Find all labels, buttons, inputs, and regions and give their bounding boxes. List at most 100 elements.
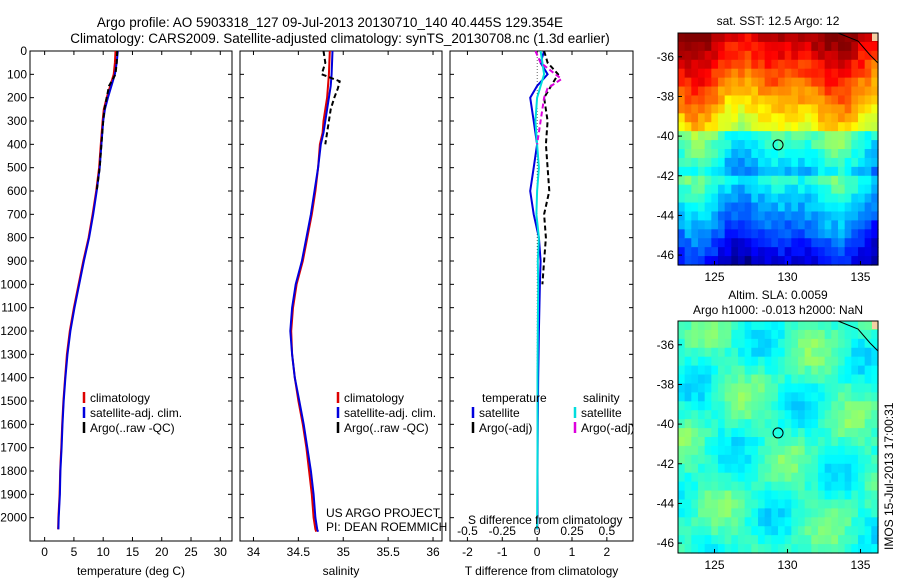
sla-map-subtitle: Argo h1000: -0.013 h2000: NaN xyxy=(693,303,863,317)
sla_map-cell xyxy=(831,463,839,474)
sla_map-cell xyxy=(824,463,832,474)
sla_map-cell xyxy=(871,383,879,393)
sst_map-cell xyxy=(758,77,766,88)
sst_map-cell xyxy=(698,220,706,230)
sla_map-cell xyxy=(751,347,759,358)
sst_map-cell xyxy=(838,238,846,248)
sst_map-cell xyxy=(838,211,846,221)
sla_map-cell xyxy=(811,347,819,358)
sst_map-cell xyxy=(871,202,879,213)
sst_map-cell xyxy=(744,122,752,132)
diff-xtick-label: 1 xyxy=(569,545,576,559)
sla_map-cell xyxy=(711,410,719,420)
sla_map-cell xyxy=(704,329,712,340)
sla_map-cell xyxy=(758,490,766,501)
sla_map-cell xyxy=(684,463,692,474)
sst_map-cell xyxy=(771,247,779,257)
sst_map-cell xyxy=(791,59,799,70)
sst_map-cell xyxy=(731,140,739,150)
sla_map-cell xyxy=(838,526,846,536)
sal-xlabel: salinity xyxy=(323,564,360,578)
sla_map-cell xyxy=(824,490,832,501)
sst_map-cell xyxy=(804,113,812,123)
sst_map-cell xyxy=(858,229,866,239)
sst_map-cell xyxy=(791,166,799,177)
sst_map-cell xyxy=(864,68,872,79)
sst_map-cell xyxy=(791,211,799,221)
sst_map-cell xyxy=(758,59,766,70)
sla_map-cell xyxy=(831,338,839,349)
sst_map-cell xyxy=(751,104,759,114)
sla_map-cell xyxy=(818,445,826,456)
sla_map-cell xyxy=(824,517,832,527)
sst_map-cell xyxy=(784,41,792,52)
sla_map-cell xyxy=(704,419,712,429)
sst_map-cell xyxy=(811,166,819,177)
sst_map-cell xyxy=(798,77,806,88)
sla_map-cell xyxy=(824,347,832,358)
sla_map-cell xyxy=(784,526,792,536)
sst_map-cell xyxy=(698,33,706,43)
sst_map-cell xyxy=(764,149,772,159)
sla_map-cell xyxy=(678,365,686,376)
sla_map-cell xyxy=(864,383,872,393)
sst_map-cell xyxy=(771,238,779,248)
sst_map-cell xyxy=(731,247,739,257)
sla_map-cell xyxy=(718,535,726,545)
sla_map-cell xyxy=(758,365,766,376)
sst_map-cell xyxy=(698,157,706,168)
sla_map-cell xyxy=(798,490,806,501)
sla_map-cell xyxy=(711,356,719,367)
sst_map-cell xyxy=(764,175,772,186)
sst_map-cell xyxy=(791,149,799,159)
sla_map-cell xyxy=(731,329,739,340)
sla_map-cell xyxy=(724,383,732,393)
sla_map-cell xyxy=(678,437,686,447)
sst_map-cell xyxy=(751,131,759,141)
sla_map-cell xyxy=(798,410,806,420)
temp-xtick-label: 20 xyxy=(155,545,169,559)
sst_map-cell xyxy=(804,77,812,88)
sst_map-cell xyxy=(758,220,766,230)
sst_map-cell xyxy=(691,33,699,43)
sla_map-cell xyxy=(844,401,852,411)
sla_map-cell xyxy=(744,419,752,429)
sla_map-cell xyxy=(811,490,819,501)
sla_map-cell xyxy=(824,526,832,536)
sla_map-cell xyxy=(851,454,859,465)
sla_map-cell xyxy=(851,472,859,483)
sst_map-cell xyxy=(811,157,819,168)
sst_map-cell xyxy=(838,95,846,105)
sal-xtick-label: 34 xyxy=(247,545,261,559)
sla_map-cell xyxy=(744,544,752,554)
sst_map-cell xyxy=(698,68,706,79)
sla_map-cell xyxy=(778,463,786,474)
sst_map-field xyxy=(678,33,879,266)
sla_map-cell xyxy=(691,347,699,358)
sla_map-cell xyxy=(718,428,726,438)
sla_map-cell xyxy=(684,329,692,340)
sla_map-cell xyxy=(858,374,866,385)
sst_map-cell xyxy=(838,140,846,150)
sst_map-cell xyxy=(844,175,852,186)
sla_map-cell xyxy=(778,329,786,340)
sst_map-cell xyxy=(784,175,792,186)
sla_map-cell xyxy=(791,481,799,492)
sla_map-cell xyxy=(818,410,826,420)
sla_map-cell xyxy=(704,401,712,411)
sla_map-cell xyxy=(698,490,706,501)
sla_map-cell xyxy=(731,517,739,527)
sla_map-cell xyxy=(838,508,846,518)
sst_map-cell xyxy=(724,41,732,52)
sst_map-cell xyxy=(811,131,819,141)
sla_map-cell xyxy=(704,535,712,545)
sla_map-cell xyxy=(864,365,872,376)
sal-xtick-label: 35.5 xyxy=(376,545,400,559)
sla_map-cell xyxy=(798,472,806,483)
sla_map-cell xyxy=(871,526,879,536)
sst_map-cell xyxy=(818,86,826,97)
sst_map-cell xyxy=(791,68,799,79)
sla_map-cell xyxy=(864,463,872,474)
sst_map-cell xyxy=(711,166,719,177)
sla_map-cell xyxy=(844,481,852,492)
